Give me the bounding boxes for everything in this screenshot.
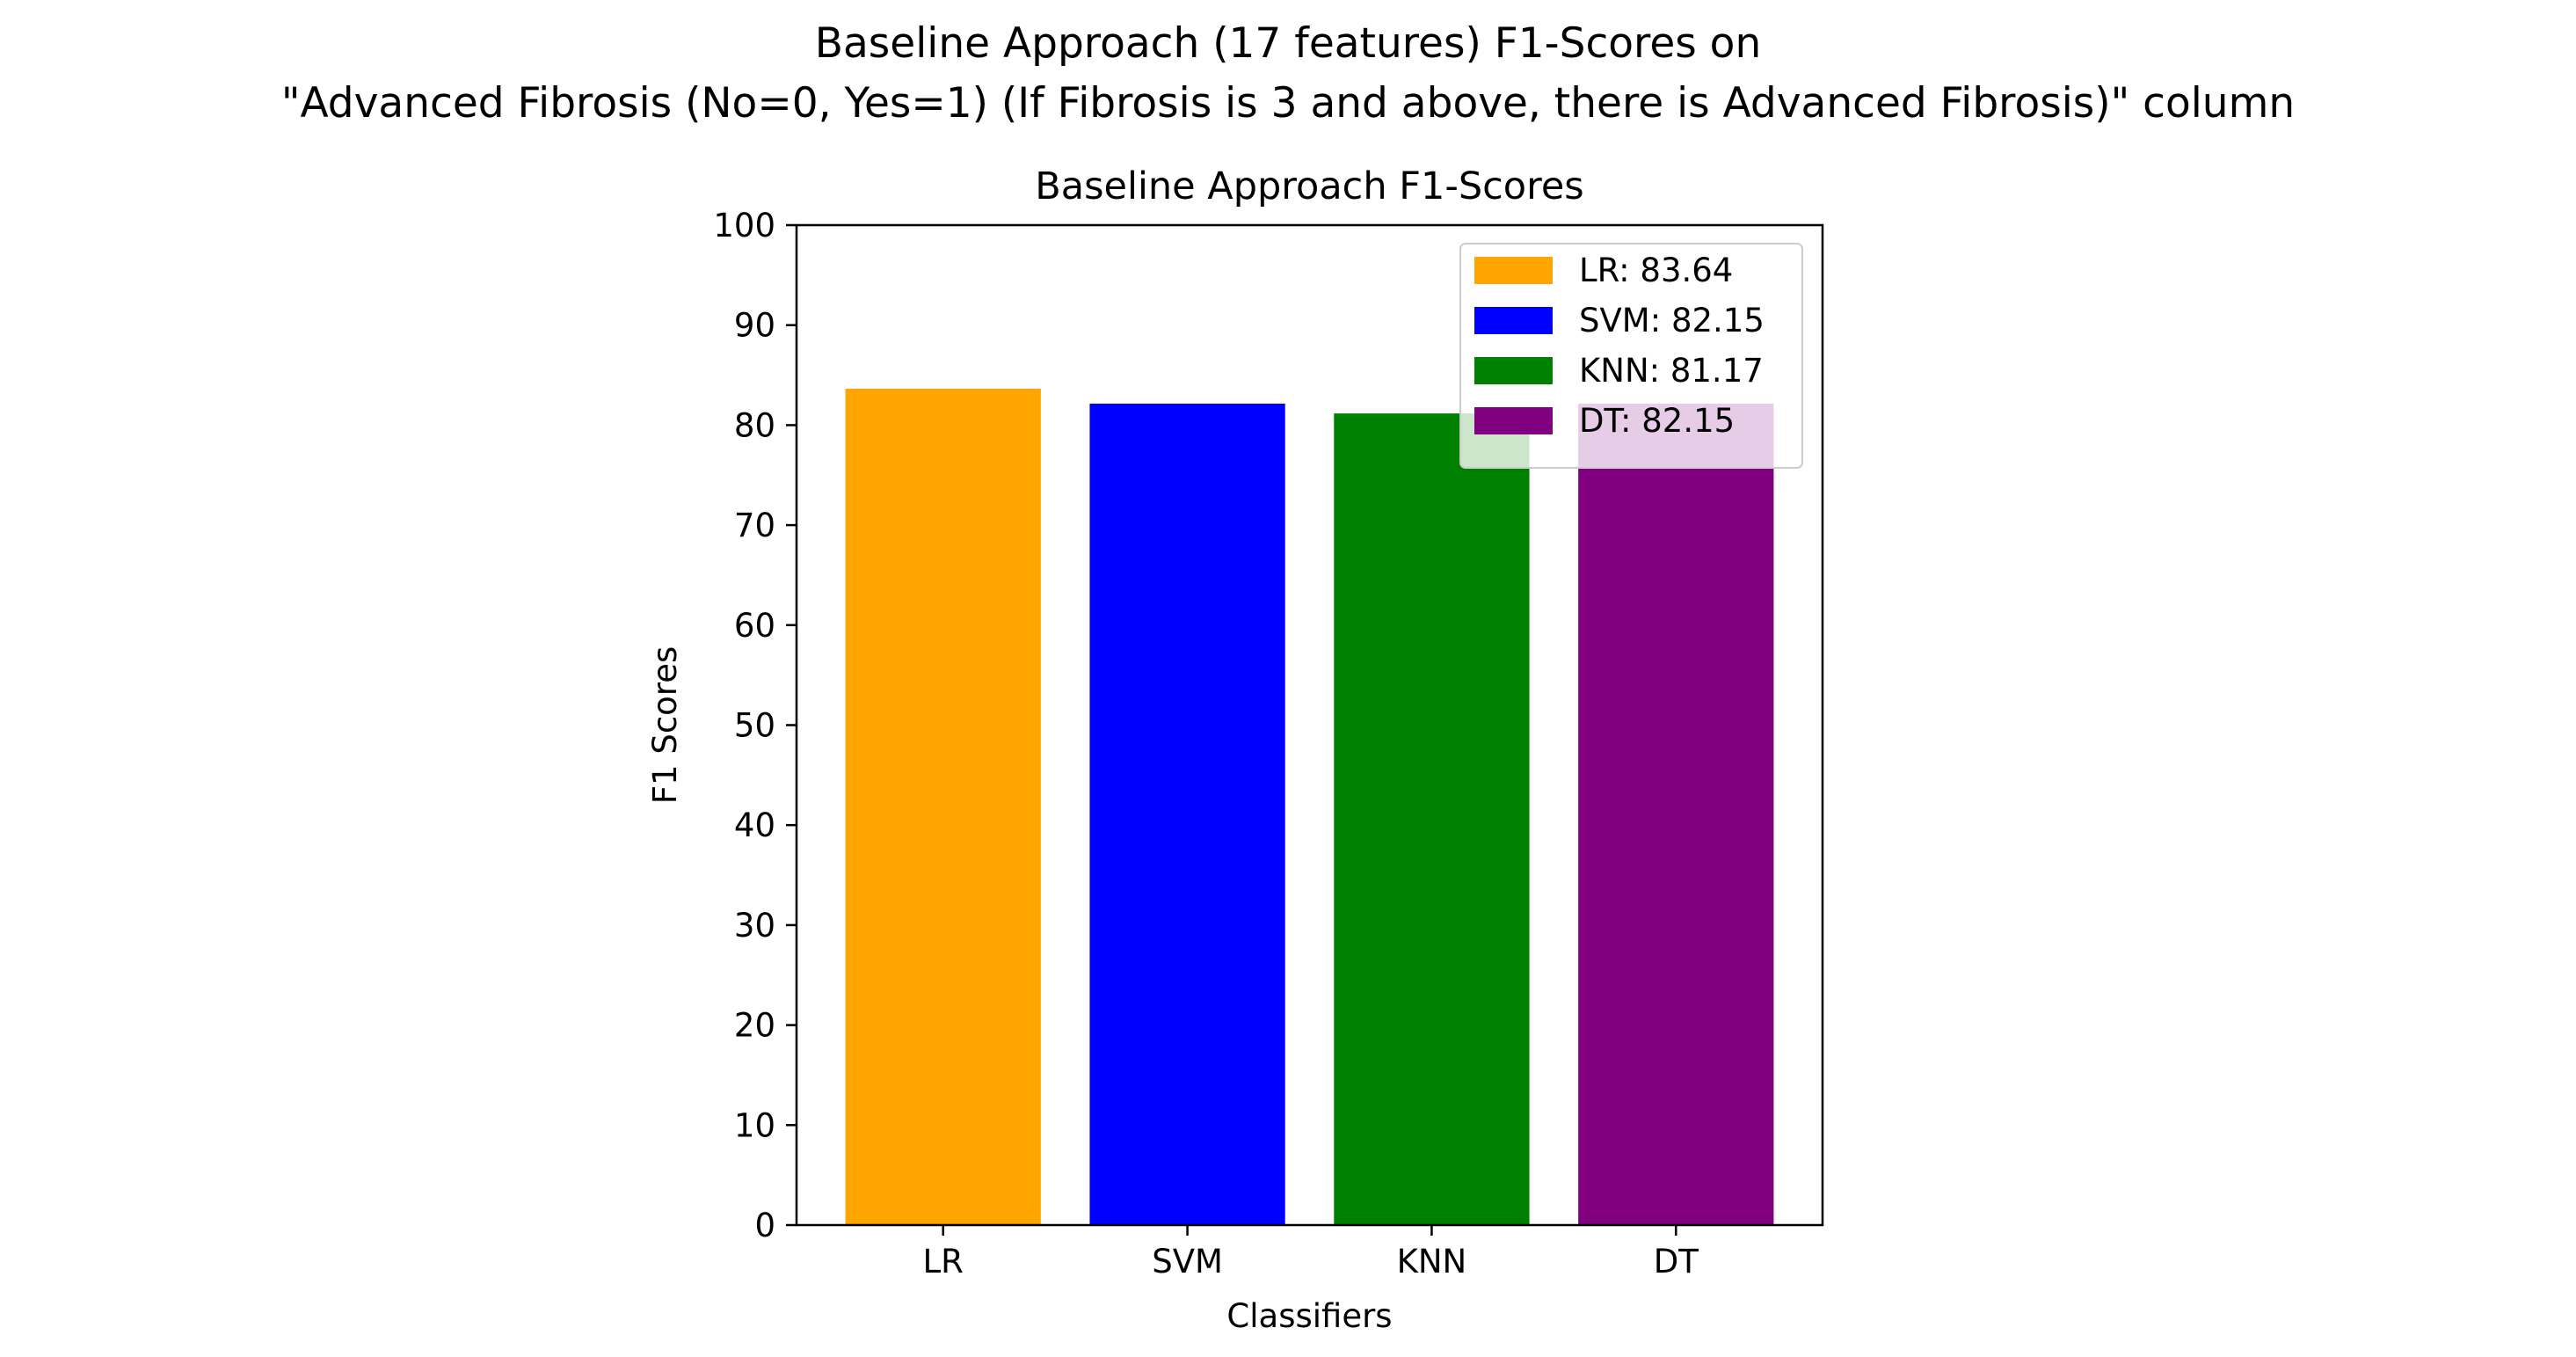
y-tick-label: 100: [713, 207, 775, 244]
legend-entry: SVM: 82.15: [1579, 302, 1765, 339]
x-axis-label: Classifiers: [1226, 1297, 1392, 1335]
y-tick-label: 60: [734, 607, 775, 645]
figure-suptitle-line-2: "Advanced Fibrosis (No=0, Yes=1) (If Fib…: [280, 79, 2296, 128]
bar-svm: [1089, 403, 1285, 1226]
y-tick-label: 10: [734, 1106, 775, 1144]
bar-lr: [845, 389, 1041, 1226]
x-tick-label: SVM: [1152, 1243, 1223, 1280]
y-tick-label: 90: [734, 307, 775, 345]
bar-dt: [1578, 403, 1774, 1226]
y-axis-label: F1 Scores: [646, 646, 684, 805]
x-tick-label: LR: [923, 1243, 964, 1280]
legend-swatch: [1474, 307, 1553, 334]
y-tick-label: 50: [734, 707, 775, 745]
y-tick-label: 30: [734, 907, 775, 945]
bars: [845, 389, 1774, 1226]
legend-entry: LR: 83.64: [1579, 252, 1733, 289]
x-tick-label: DT: [1654, 1243, 1699, 1280]
bar-knn: [1334, 413, 1530, 1225]
legend-swatch: [1474, 357, 1553, 384]
legend-swatch: [1474, 257, 1553, 284]
y-tick-label: 80: [734, 406, 775, 444]
y-axis-ticks: 0 10 20 30 40 50 60 70 80 90 100: [713, 207, 797, 1244]
x-axis-ticks: LR SVM KNN DT: [923, 1225, 1699, 1280]
y-tick-label: 0: [754, 1207, 775, 1244]
legend: LR: 83.64 SVM: 82.15 KNN: 81.17 DT: 82.15: [1459, 243, 1803, 469]
legend-swatch: [1474, 407, 1553, 434]
chart-title: Baseline Approach F1-Scores: [1035, 164, 1583, 208]
y-tick-label: 40: [734, 806, 775, 844]
figure-suptitle-line-1: Baseline Approach (17 features) F1-Score…: [814, 19, 1762, 68]
legend-entry: KNN: 81.17: [1579, 352, 1764, 390]
plot-frame: [795, 223, 1824, 1227]
y-tick-label: 20: [734, 1007, 775, 1045]
legend-entry: DT: 82.15: [1579, 402, 1735, 440]
x-tick-label: KNN: [1397, 1243, 1467, 1280]
y-tick-label: 70: [734, 507, 775, 544]
